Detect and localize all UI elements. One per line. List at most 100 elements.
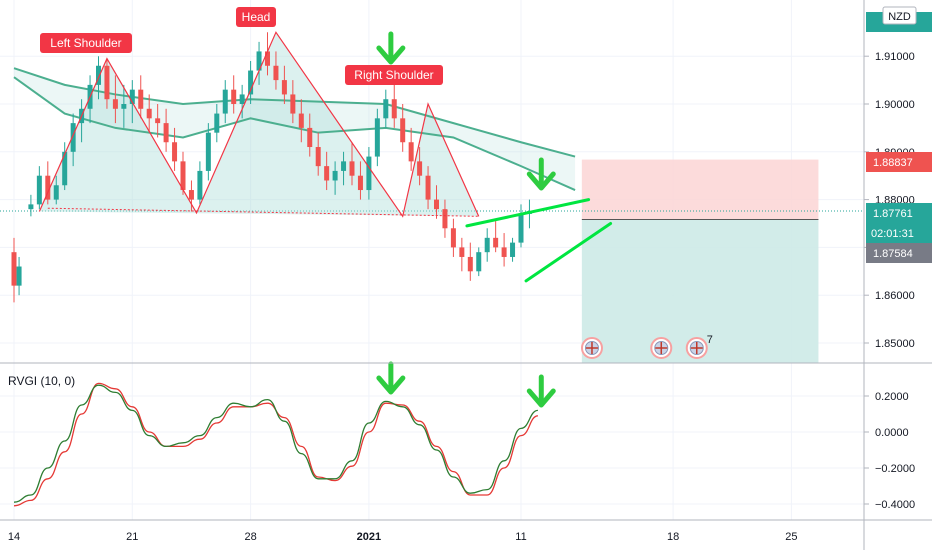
candle [332, 161, 338, 195]
candle-body [290, 94, 296, 114]
candle-body [408, 142, 414, 162]
candle [425, 166, 431, 210]
candle [214, 104, 220, 143]
candle [315, 132, 321, 176]
candle [231, 75, 237, 114]
price-tag-stop-text: 1.88837 [873, 157, 913, 169]
candle [459, 237, 465, 272]
stop-zone [581, 159, 819, 220]
candle [383, 89, 389, 128]
x-tick-label: 14 [8, 531, 20, 543]
candles [11, 32, 532, 303]
candle [417, 147, 423, 186]
arrow-down-icon-head [526, 388, 556, 408]
candle-body [121, 104, 127, 109]
candle [112, 75, 118, 124]
candle [256, 41, 262, 85]
candle-body [417, 161, 423, 176]
candle-body [11, 252, 17, 286]
x-tick-label: 25 [785, 531, 797, 543]
candle [163, 108, 169, 152]
candle [357, 161, 363, 200]
candle [510, 237, 516, 262]
pattern-zigzag [38, 31, 480, 218]
candle [11, 237, 17, 303]
candle-body [510, 242, 516, 257]
candle-body [138, 89, 144, 109]
candle-body [518, 213, 524, 243]
candle-body [62, 151, 68, 186]
candle [391, 84, 397, 128]
head-shoulders-pattern [38, 31, 480, 218]
candle-body [315, 147, 321, 167]
uk-flag-icon [580, 337, 603, 359]
candle-body [45, 175, 51, 200]
candle-body [425, 175, 431, 200]
candle-body [104, 65, 110, 100]
candle [450, 218, 456, 257]
x-tick-label: 18 [667, 531, 679, 543]
y-tick-label: 1.91000 [875, 51, 915, 63]
price-tag-countdown: 02:01:31 [866, 223, 932, 243]
candle-body [341, 161, 347, 171]
candle-body [112, 99, 118, 109]
candle-body [265, 51, 270, 66]
candle-body [476, 252, 482, 272]
candle [484, 228, 490, 262]
y-tick-label: 1.86000 [875, 290, 915, 302]
wedge-lines [465, 198, 613, 283]
candle [53, 175, 59, 205]
candle [138, 75, 144, 119]
candle [62, 142, 68, 191]
annotation-left-shoulder: Left Shoulder [40, 33, 132, 53]
candle-body [239, 94, 245, 104]
price-tag-last: 1.87761 [866, 203, 932, 223]
candle-body [450, 228, 456, 248]
candle-body [281, 80, 287, 95]
candle-body [459, 247, 465, 257]
price-tag-countdown-text: 02:01:31 [871, 228, 914, 240]
candle [28, 194, 34, 217]
price-tag-stop: 1.88837 [866, 152, 932, 172]
candle-body [349, 161, 355, 176]
annotation-left-shoulder-text: Left Shoulder [50, 36, 121, 50]
candle [349, 142, 355, 186]
candle-body [366, 156, 372, 191]
candle [222, 80, 228, 124]
candle-body [484, 237, 490, 253]
candle-body [332, 170, 338, 181]
candle [467, 242, 473, 281]
candle-body [36, 175, 42, 205]
candle [121, 84, 127, 128]
candle [298, 99, 304, 143]
candle [324, 151, 330, 191]
candle-body [391, 99, 397, 119]
price-tag-last-text: 1.87761 [873, 208, 913, 220]
candle-body [197, 170, 203, 200]
currency-badge[interactable]: NZD [882, 6, 917, 25]
candle [36, 166, 42, 210]
candle-body [298, 113, 304, 128]
candle [248, 60, 254, 104]
x-tick-label: 21 [126, 531, 138, 543]
candle [16, 256, 22, 296]
candle-body [324, 166, 330, 181]
x-tick-label: 2021 [357, 531, 381, 543]
candle [188, 180, 194, 212]
candle-body [434, 199, 439, 210]
candle-body [28, 204, 34, 210]
candle [366, 147, 372, 200]
arrow-down-icon-head [376, 375, 406, 395]
position-box [0, 159, 864, 363]
arrow-down-icon-head [376, 45, 406, 65]
uk-flag-icon [650, 337, 673, 359]
arrow-down-icon-head [526, 171, 556, 191]
currency-badge-text: NZD [888, 11, 911, 23]
candle [442, 199, 448, 238]
candle [239, 84, 245, 119]
candle-body [400, 118, 406, 143]
candle-body [214, 113, 220, 133]
candle [501, 233, 507, 267]
annotation-right-shoulder: Right Shoulder [345, 65, 443, 85]
